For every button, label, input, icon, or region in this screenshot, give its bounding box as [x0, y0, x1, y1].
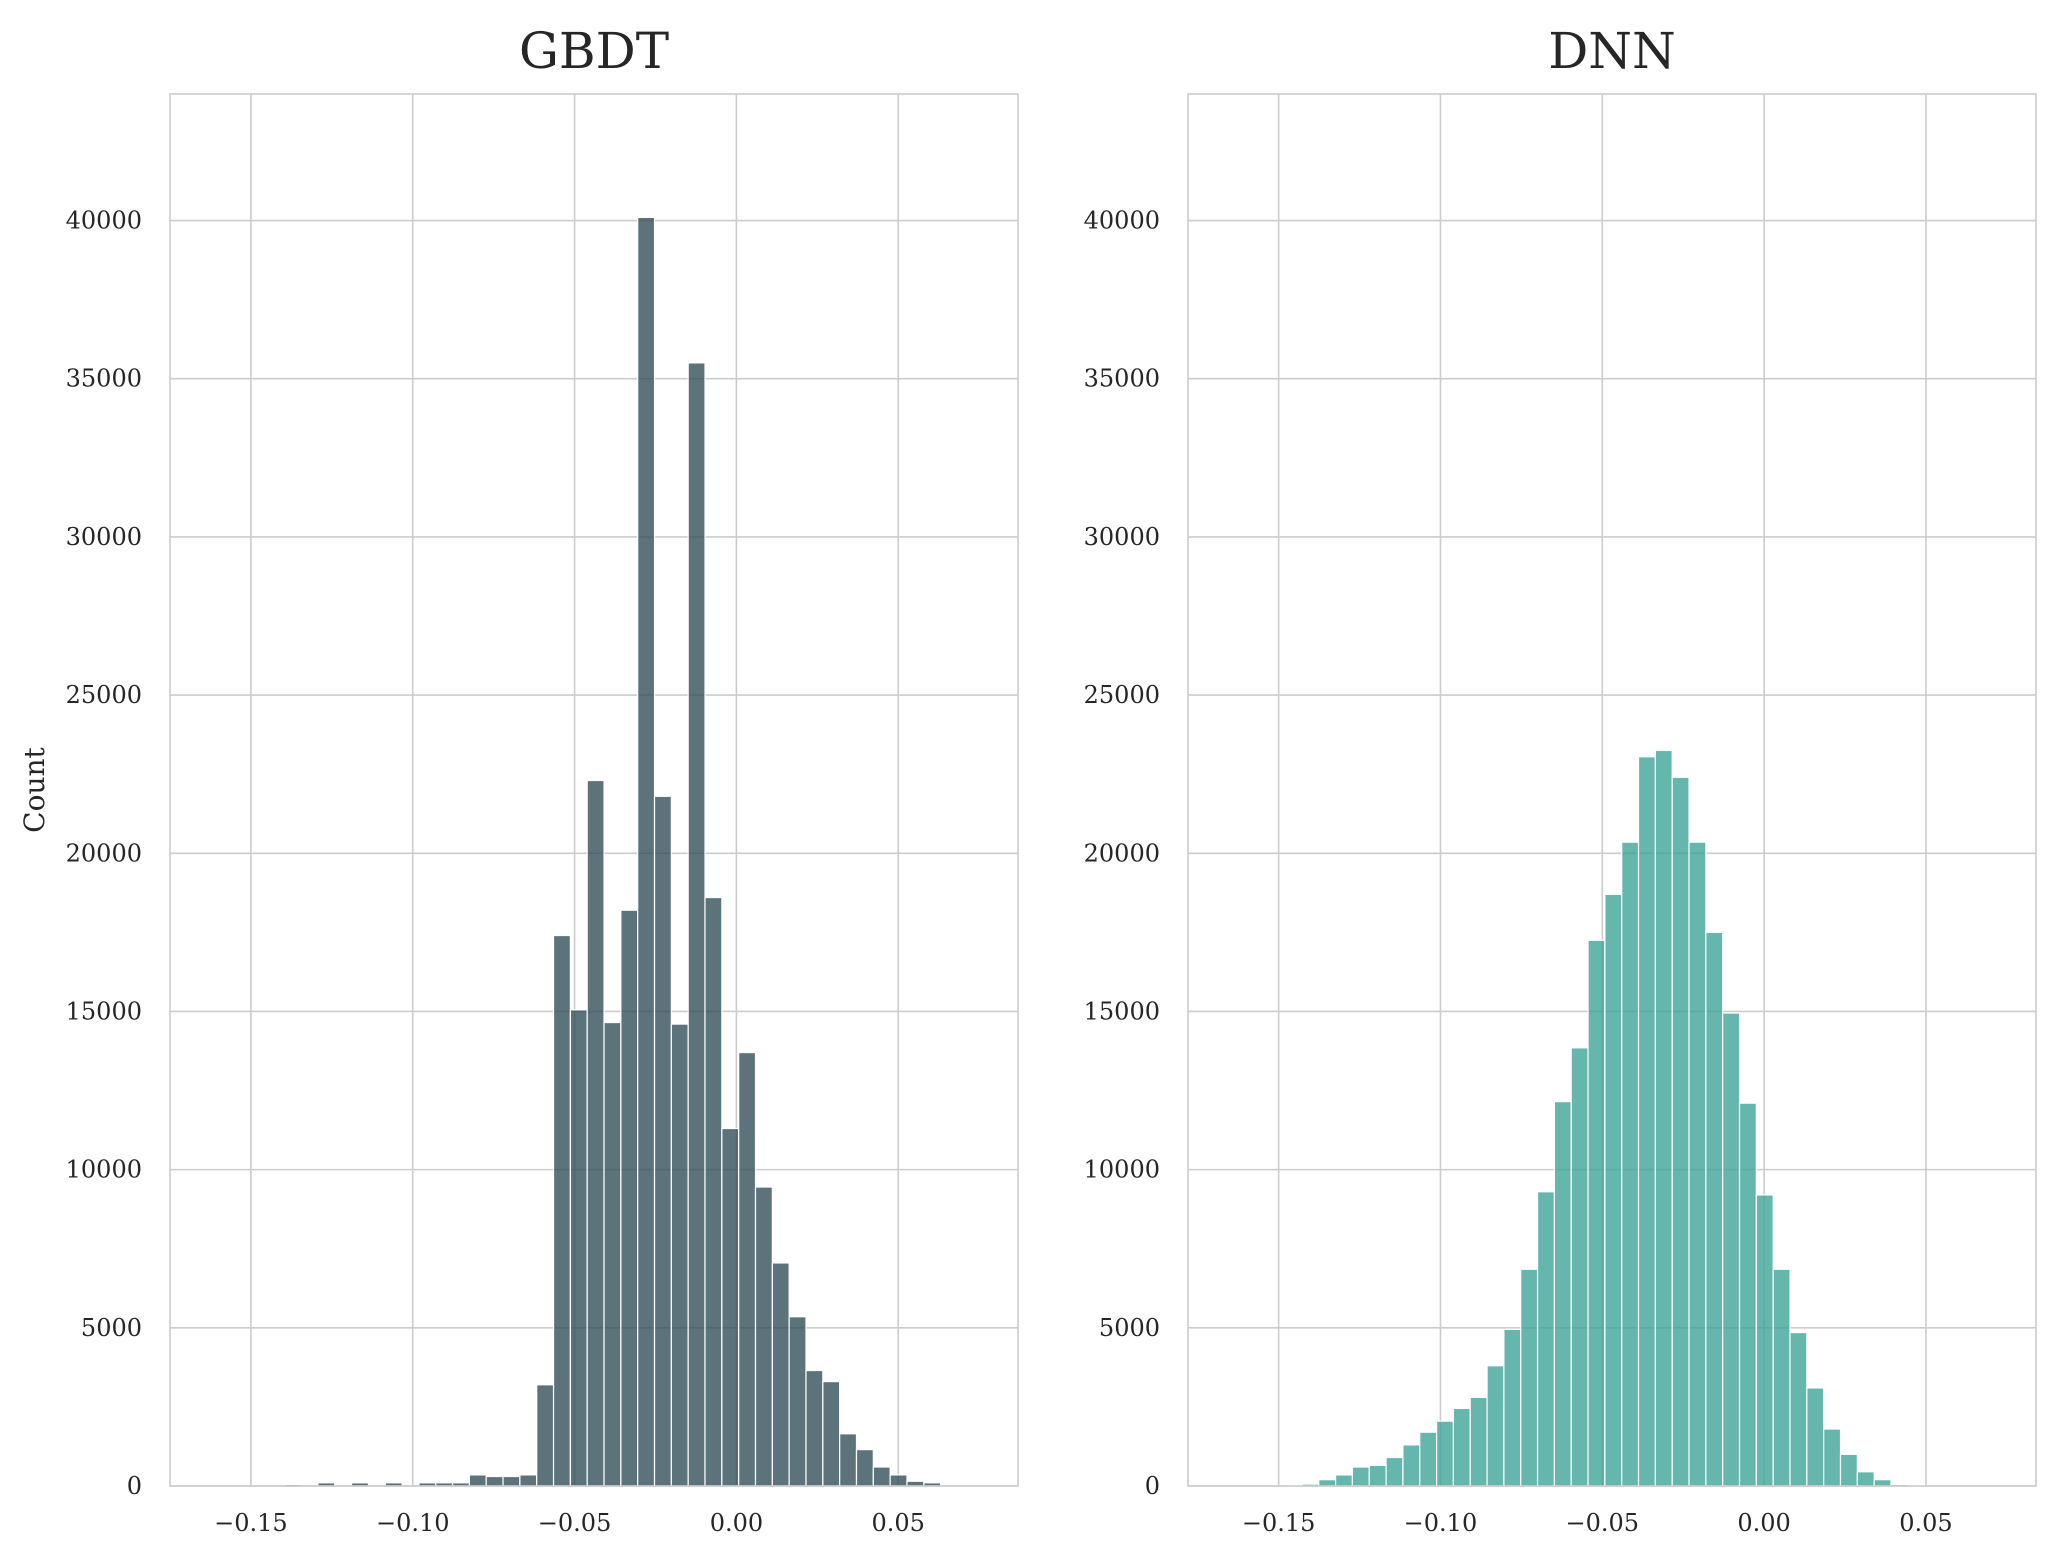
gbdt-xtick-label-4: 0.05 [872, 1509, 925, 1537]
gbdt-bar-18 [519, 1474, 538, 1487]
dnn-bar-12 [1486, 1365, 1505, 1487]
dnn-xtick-label-1: −0.10 [1404, 1509, 1478, 1537]
gbdt-bar-22 [586, 779, 605, 1487]
dnn-bar-2 [1318, 1479, 1337, 1487]
dnn-bar-6 [1385, 1456, 1404, 1487]
gbdt-ytick-label-8: 40000 [66, 207, 142, 235]
dnn-ytick-label-0: 0 [1145, 1472, 1160, 1500]
dnn-bar-17 [1570, 1047, 1589, 1487]
dnn-bar-18 [1587, 939, 1606, 1487]
gbdt-ytick-label-6: 30000 [66, 523, 142, 551]
dnn-bar-15 [1536, 1191, 1555, 1487]
dnn-ytick-label-1: 5000 [1099, 1314, 1160, 1342]
dnn-bar-25 [1705, 931, 1724, 1487]
dnn-bar-29 [1772, 1268, 1791, 1487]
gbdt-bar-28 [687, 362, 706, 1487]
dnn-plot-frame [1187, 93, 2037, 1487]
gbdt-xtick-label-3: 0.00 [710, 1509, 763, 1537]
gbdt-plot-frame [169, 93, 1019, 1487]
gbdt-xtick-label-2: −0.05 [538, 1509, 612, 1537]
gbdt-bar-37 [839, 1433, 858, 1487]
dnn-ytick-label-4: 20000 [1084, 839, 1160, 867]
gbdt-bar-33 [771, 1262, 790, 1487]
gbdt-ytick-label-7: 35000 [66, 365, 142, 393]
gbdt-bar-30 [721, 1127, 740, 1487]
dnn-ytick-label-6: 30000 [1084, 523, 1160, 551]
dnn-bar-31 [1806, 1387, 1825, 1487]
dnn-histogram-panel: 0 5000 10000 15000 20000 25000 30000 35000 40000… [1084, 22, 2037, 1537]
gbdt-bar-38 [855, 1449, 874, 1487]
gbdt-bar-40 [889, 1474, 908, 1487]
dnn-bar-24 [1688, 841, 1707, 1487]
dnn-ytick-label-7: 35000 [1084, 365, 1160, 393]
dnn-bar-23 [1671, 776, 1690, 1487]
dnn-xtick-label-2: −0.05 [1566, 1509, 1640, 1537]
dnn-ytick-label-3: 15000 [1084, 997, 1160, 1025]
dnn-xtick-label-0: −0.15 [1242, 1509, 1316, 1537]
gbdt-bar-15 [468, 1474, 487, 1487]
gbdt-bar-34 [788, 1316, 807, 1487]
dnn-bar-5 [1368, 1464, 1387, 1487]
dnn-bar-30 [1789, 1331, 1808, 1487]
dnn-bar-9 [1435, 1420, 1455, 1487]
gbdt-ylabel: Count [18, 746, 51, 832]
dnn-title: DNN [1548, 22, 1676, 80]
dnn-xtick-label-3: 0.00 [1737, 1509, 1790, 1537]
gbdt-bar-21 [569, 1009, 588, 1487]
gbdt-ytick-label-4: 20000 [66, 839, 142, 867]
dnn-bar-35 [1873, 1479, 1892, 1487]
dnn-bar-28 [1755, 1194, 1774, 1487]
gbdt-bar-20 [552, 934, 571, 1487]
dnn-ytick-label-8: 40000 [1084, 207, 1160, 235]
dnn-bar-11 [1469, 1396, 1488, 1487]
dnn-bar-8 [1419, 1431, 1438, 1487]
dnn-bar-19 [1604, 893, 1623, 1487]
gbdt-bar-29 [704, 896, 723, 1487]
gbdt-bar-35 [805, 1369, 824, 1487]
dnn-bar-20 [1621, 841, 1640, 1487]
dnn-bar-13 [1503, 1328, 1522, 1487]
dnn-bar-33 [1839, 1453, 1858, 1487]
gbdt-bar-27 [670, 1023, 689, 1487]
dnn-bar-22 [1654, 749, 1673, 1487]
gbdt-bar-25 [637, 216, 656, 1487]
dnn-xtick-label-4: 0.05 [1899, 1509, 1952, 1537]
gbdt-ytick-label-0: 0 [127, 1472, 142, 1500]
gbdt-xtick-label-1: −0.10 [376, 1509, 450, 1537]
gbdt-bar-17 [502, 1475, 521, 1487]
gbdt-bar-16 [485, 1475, 504, 1487]
dnn-ytick-label-5: 25000 [1084, 681, 1160, 709]
dnn-bar-16 [1553, 1101, 1572, 1487]
gbdt-title: GBDT [519, 22, 669, 80]
dnn-bar-14 [1520, 1268, 1539, 1487]
gbdt-bar-23 [603, 1021, 622, 1487]
dnn-bar-3 [1334, 1474, 1354, 1487]
gbdt-bar-39 [872, 1466, 891, 1487]
gbdt-ytick-label-3: 15000 [66, 997, 142, 1025]
gbdt-xtick-label-0: −0.15 [214, 1509, 288, 1537]
dnn-bar-27 [1738, 1102, 1757, 1487]
gbdt-ytick-label-5: 25000 [66, 681, 142, 709]
dnn-bar-26 [1722, 1012, 1741, 1487]
dnn-bar-34 [1856, 1471, 1875, 1487]
dnn-bar-21 [1637, 756, 1656, 1487]
gbdt-ytick-label-2: 10000 [66, 1156, 142, 1184]
dnn-bar-4 [1351, 1466, 1370, 1487]
dnn-bar-10 [1452, 1407, 1471, 1487]
gbdt-ytick-label-1: 5000 [81, 1314, 142, 1342]
gbdt-bar-31 [738, 1051, 757, 1487]
dnn-bar-32 [1823, 1428, 1842, 1487]
gbdt-bar-26 [653, 795, 672, 1487]
gbdt-histogram-panel: 0 5000 10000 15000 20000 25000 30000 35000 40000… [18, 22, 1019, 1537]
dnn-ytick-label-2: 10000 [1084, 1156, 1160, 1184]
gbdt-bar-32 [754, 1186, 773, 1487]
gbdt-bar-36 [822, 1380, 841, 1487]
gbdt-bar-24 [620, 909, 639, 1487]
gbdt-bar-19 [536, 1384, 555, 1487]
dnn-bar-7 [1402, 1444, 1421, 1487]
